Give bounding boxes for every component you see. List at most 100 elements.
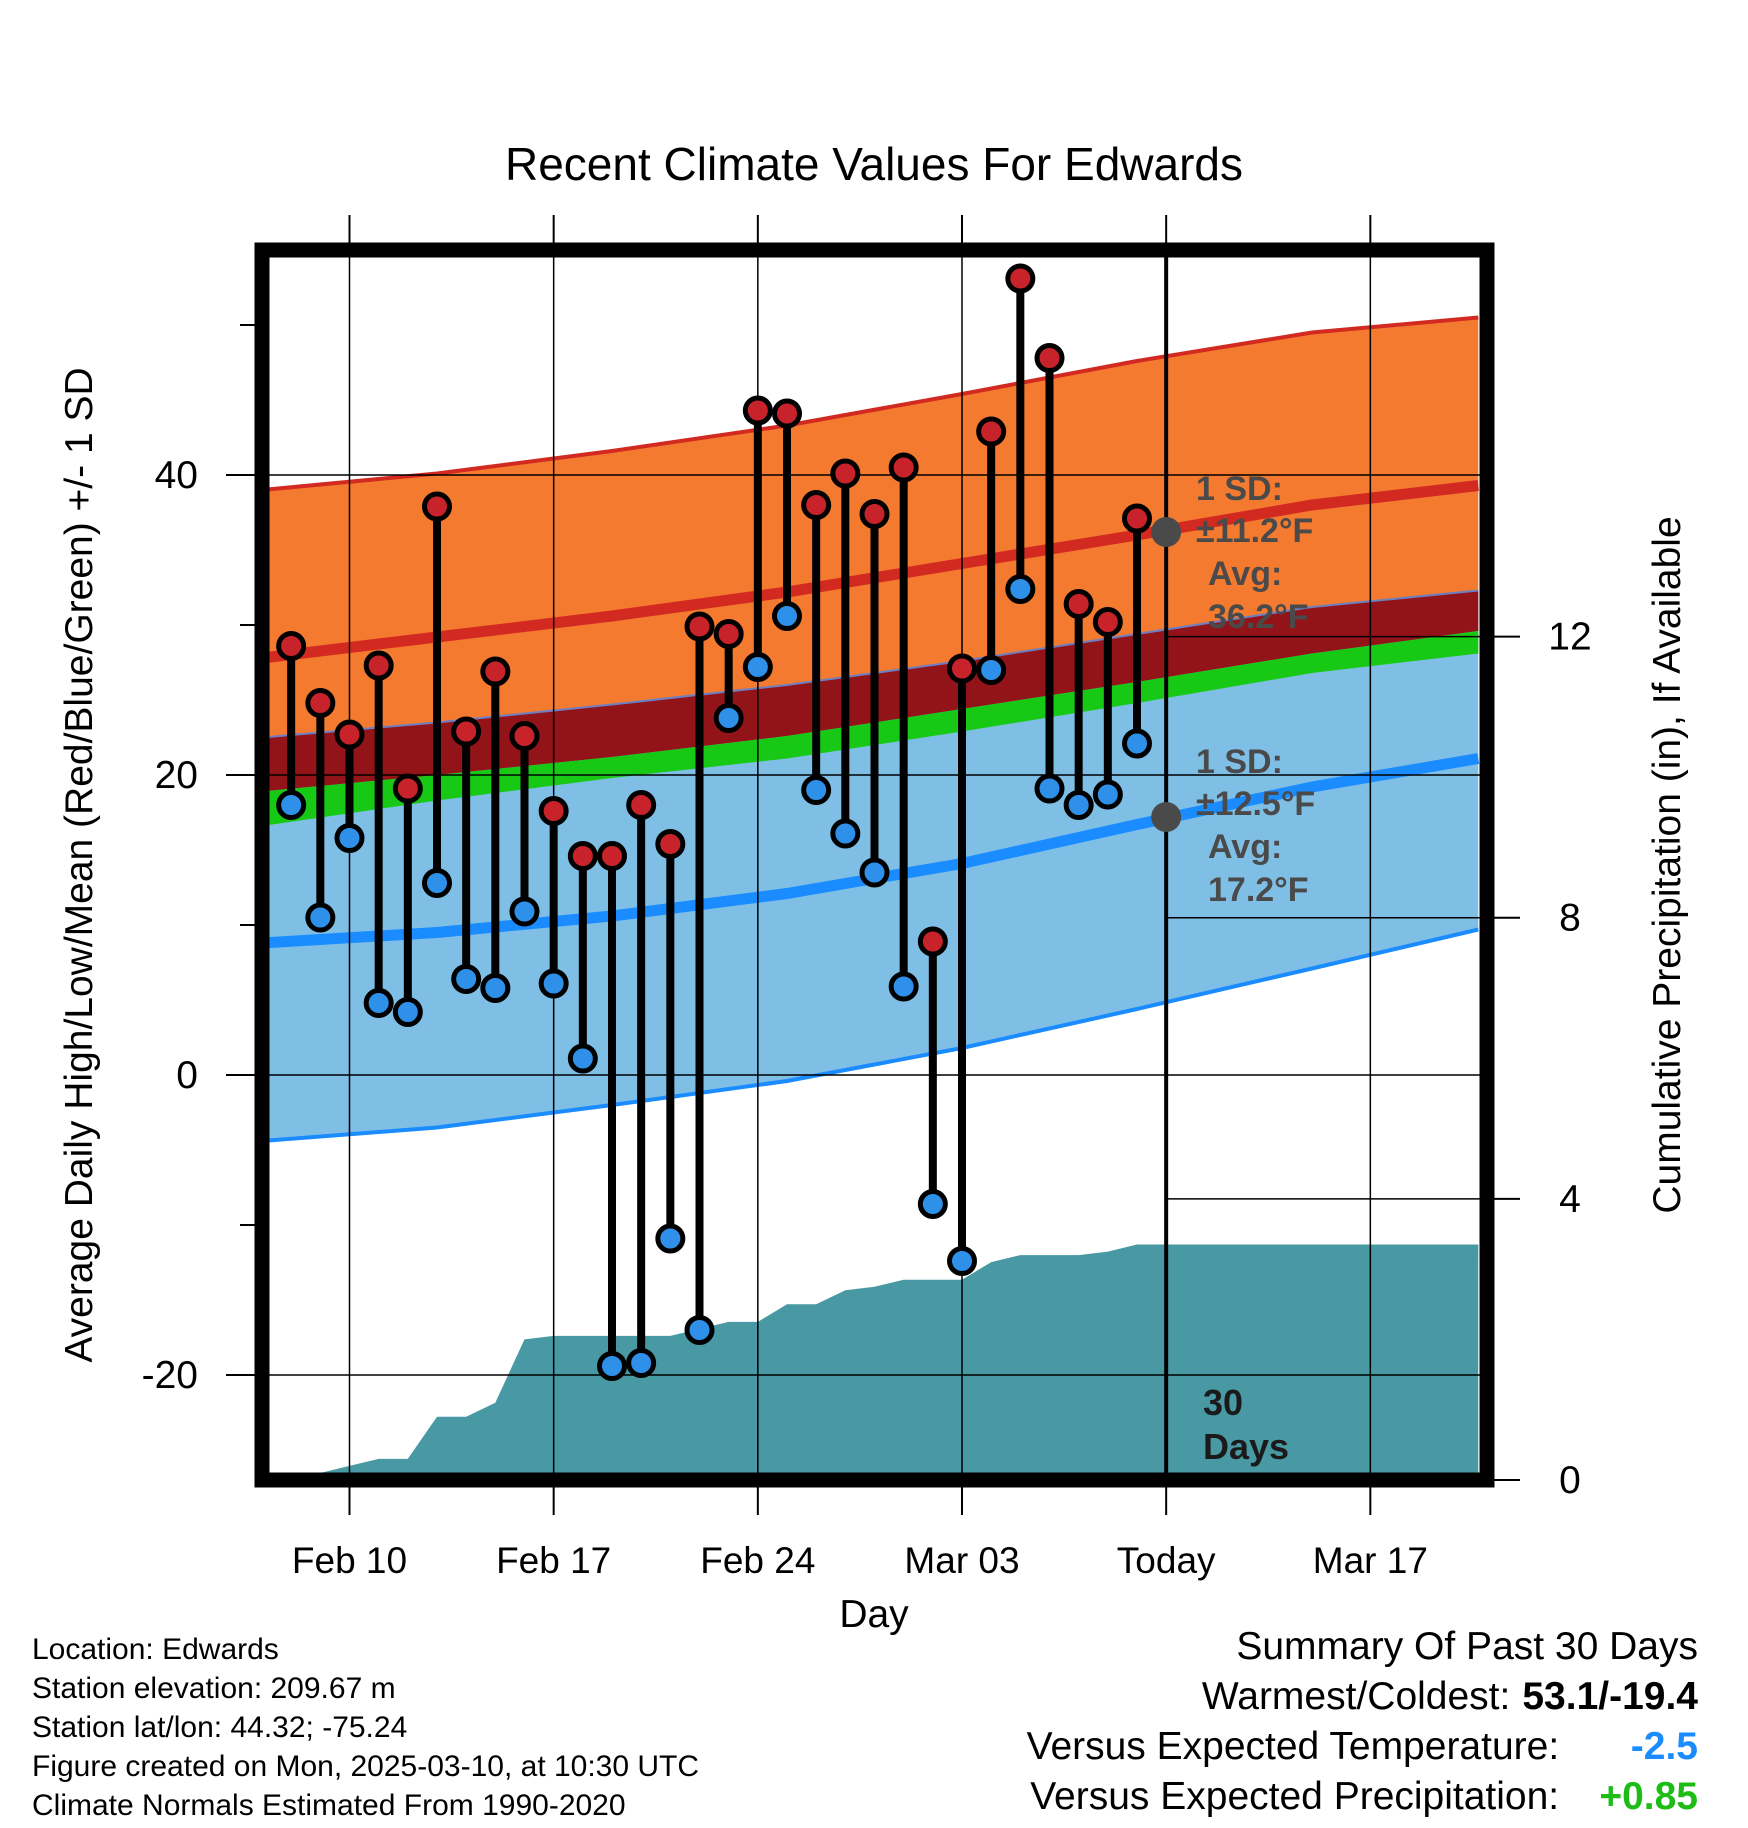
mean-band-upper xyxy=(262,590,1479,792)
low-point xyxy=(1122,728,1152,759)
high-point xyxy=(1092,607,1123,637)
low-minus-sd-line xyxy=(262,927,1479,1143)
low-point xyxy=(1063,790,1094,820)
warm-cold-value: 53.1/-19.4 xyxy=(1522,1675,1698,1718)
axis-ticks: Feb 10 Feb 17 Feb 24 Mar 03 Today Mar 17 -20 0 2… xyxy=(142,215,1592,1581)
average-dots xyxy=(1151,517,1182,832)
low-point xyxy=(830,818,861,849)
y-tick-label-left: 40 xyxy=(155,454,198,497)
high-point xyxy=(772,398,802,429)
temp-value: -2.5 xyxy=(1630,1725,1698,1768)
high-point xyxy=(830,458,861,489)
low-point xyxy=(334,823,365,853)
low-point xyxy=(742,652,773,682)
warm-cold-row: Warmest/Coldest: 53.1/-19.4 xyxy=(1027,1672,1698,1722)
warm-cold-label: Warmest/Coldest: xyxy=(1201,1675,1511,1718)
x-tick-label: Today xyxy=(1117,1540,1216,1581)
high-point xyxy=(655,829,686,859)
high-plus-sd-line xyxy=(262,315,1479,492)
y-tick-label-right: 4 xyxy=(1559,1178,1581,1221)
low-point xyxy=(480,973,511,1003)
low-sd-value: ±12.5°F xyxy=(1196,785,1315,823)
high-sd-band xyxy=(262,317,1479,826)
high-point xyxy=(538,796,569,826)
low-point xyxy=(888,971,919,1002)
low-point xyxy=(276,790,307,820)
y-axis-label-left: Average Daily High/Low/Mean (Red/Blue/Gr… xyxy=(58,367,101,1362)
x-tick-label: Mar 03 xyxy=(904,1540,1019,1581)
plot-frame xyxy=(254,242,1495,1488)
precip-label: Versus Expected Precipitation: xyxy=(1030,1775,1560,1818)
high-point xyxy=(801,490,832,520)
high-point xyxy=(597,841,627,871)
high-point xyxy=(276,631,307,661)
cumulative-precip-area xyxy=(262,1244,1479,1480)
summary-panel: Summary Of Past 30 Days Warmest/Coldest:… xyxy=(1027,1622,1698,1822)
y-tick-label-left: -20 xyxy=(142,1354,198,1397)
elevation-text: Station elevation: 209.67 m xyxy=(32,1672,396,1705)
location-text: Location: Edwards xyxy=(32,1633,279,1666)
high-point xyxy=(859,499,890,529)
low-point xyxy=(509,896,540,927)
high-point xyxy=(509,721,540,751)
low-avg-value: 17.2°F xyxy=(1208,871,1309,909)
low-avg-label: Avg: xyxy=(1208,828,1282,866)
low-annotation: 1 SD: ±12.5°F Avg: 17.2°F xyxy=(1196,743,1315,909)
high-avg-value: 36.2°F xyxy=(1208,598,1309,636)
low-point xyxy=(626,1348,657,1378)
plot-area xyxy=(262,250,1487,1480)
low-point xyxy=(363,988,394,1018)
low-point xyxy=(451,964,482,994)
low-sd-label: 1 SD: xyxy=(1196,743,1283,781)
x-tick-label: Feb 17 xyxy=(496,1540,611,1581)
summary-title: Summary Of Past 30 Days xyxy=(1236,1625,1698,1668)
latlon-text: Station lat/lon: 44.32; -75.24 xyxy=(32,1711,408,1744)
y-tick-label-right: 0 xyxy=(1559,1459,1581,1502)
low-point xyxy=(947,1246,977,1276)
precip-row: Versus Expected Precipitation: +0.85 xyxy=(1027,1772,1698,1822)
high-point xyxy=(626,790,657,820)
x-axis-label: Day xyxy=(839,1593,909,1636)
high-point xyxy=(363,650,394,681)
low-point xyxy=(1005,574,1036,604)
low-point xyxy=(655,1223,686,1254)
y-tick-label-right: 8 xyxy=(1559,897,1581,940)
low-point xyxy=(859,857,890,888)
low-point xyxy=(1034,773,1065,804)
x-tick-label: Mar 17 xyxy=(1313,1540,1428,1581)
high-point xyxy=(976,416,1007,447)
high-point xyxy=(888,452,919,483)
high-avg-dot xyxy=(1151,517,1182,547)
high-annotation: 1 SD: ±11.2°F Avg: 36.2°F xyxy=(1196,470,1313,636)
low-avg-dot xyxy=(1151,802,1182,832)
high-point xyxy=(1034,343,1065,373)
created-text: Figure created on Mon, 2025-03-10, at 10… xyxy=(32,1750,700,1783)
daily-range-sticks xyxy=(276,263,1152,1381)
low-point xyxy=(538,968,569,999)
high-point xyxy=(567,841,598,871)
y-tick-label-left: 20 xyxy=(155,754,198,797)
temp-row: Versus Expected Temperature: -2.5 xyxy=(1027,1722,1698,1772)
station-info: Location: Edwards Station elevation: 209… xyxy=(32,1630,699,1825)
high-sd-value: ±11.2°F xyxy=(1196,512,1313,550)
high-point xyxy=(334,719,365,750)
low-point xyxy=(597,1351,627,1381)
high-point xyxy=(305,688,336,718)
high-point xyxy=(947,653,977,684)
low-point xyxy=(917,1189,948,1219)
chart-title: Recent Climate Values For Edwards xyxy=(505,138,1243,190)
high-point xyxy=(1122,503,1152,534)
temp-label: Versus Expected Temperature: xyxy=(1026,1725,1560,1768)
mean-band-green xyxy=(262,631,1479,826)
y-tick-label-left: 0 xyxy=(176,1054,198,1097)
low-point xyxy=(684,1315,715,1345)
precip-value: +0.85 xyxy=(1599,1775,1698,1818)
today-days-label: 30 Days xyxy=(1203,1382,1289,1467)
high-point xyxy=(451,716,482,747)
high-point xyxy=(713,619,744,649)
high-point xyxy=(684,611,715,642)
high-point xyxy=(742,395,773,426)
high-point xyxy=(1005,263,1036,294)
low-point xyxy=(567,1043,598,1074)
